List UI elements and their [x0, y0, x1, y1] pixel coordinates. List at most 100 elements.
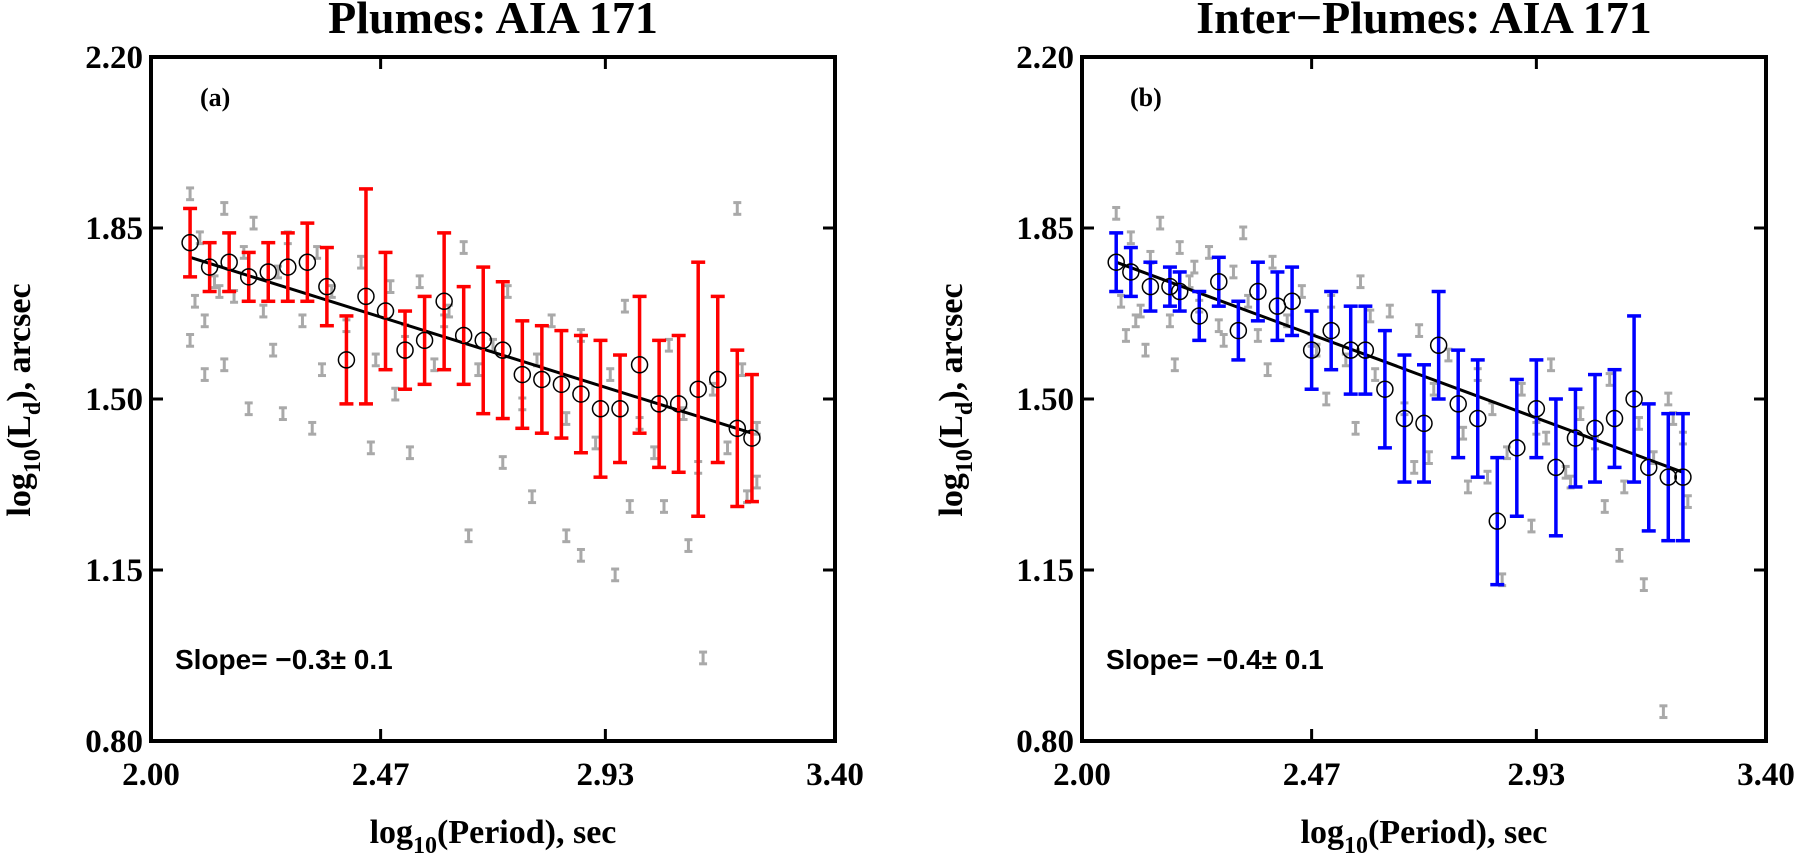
scatter-point: [357, 254, 366, 270]
mean-marker: [552, 375, 571, 394]
mean-marker: [454, 326, 473, 345]
mean-marker: [1527, 400, 1546, 418]
scatter-point: [1141, 342, 1150, 358]
y-tick-label: 1.15: [1016, 553, 1074, 589]
scatter-point: [1488, 401, 1497, 417]
scatter-point: [1503, 445, 1512, 461]
mean-marker: [1429, 336, 1448, 355]
mean-marker: [1659, 468, 1678, 486]
data-point: [396, 309, 414, 391]
data-point: [454, 284, 473, 387]
scatter-point: [195, 230, 204, 246]
mean-marker: [1141, 277, 1160, 296]
y-tick-label: 1.50: [1016, 382, 1074, 418]
scatter-point: [371, 352, 380, 368]
scatter-point: [1615, 547, 1624, 563]
y-tick-label: 2.20: [1016, 40, 1074, 76]
scatter-point: [664, 337, 673, 353]
data-point: [1268, 270, 1287, 343]
scatter-point: [1547, 357, 1556, 373]
mean-marker: [1449, 395, 1467, 413]
scatter-point: [1263, 362, 1272, 378]
data-point: [337, 314, 356, 406]
data-point: [1639, 402, 1658, 533]
series-layer: [181, 187, 761, 519]
scatter-point: [200, 313, 209, 329]
x-axis-label: log10(Period), sec: [1301, 814, 1548, 857]
scatter-point: [503, 284, 512, 299]
x-axis-label: log10(Period), sec: [370, 814, 617, 857]
data-point: [1302, 309, 1321, 391]
scatter-point: [1483, 469, 1492, 485]
scatter-point: [1136, 303, 1145, 319]
mean-marker: [1190, 307, 1209, 325]
mean-marker: [239, 268, 258, 286]
data-point: [220, 231, 238, 294]
data-point: [1341, 304, 1360, 396]
mean-marker: [1395, 409, 1414, 428]
data-point: [435, 231, 453, 372]
data-point: [743, 372, 761, 504]
plot-frame: [149, 55, 837, 743]
data-point: [1141, 260, 1160, 313]
y-tick-label: 1.15: [85, 553, 143, 589]
mean-marker: [572, 385, 590, 403]
mean-marker: [357, 287, 375, 306]
scatter-point: [278, 406, 287, 422]
data-point: [376, 250, 395, 372]
scatter-point: [210, 274, 219, 290]
slope-annotation: Slope= −0.3± 0.1: [175, 644, 393, 675]
mean-marker: [1566, 429, 1585, 447]
mean-marker: [1508, 439, 1526, 457]
data-point: [1122, 245, 1140, 299]
svg-text:log10(Ld), arcsec: log10(Ld), arcsec: [1, 283, 46, 516]
data-point: [1527, 358, 1546, 460]
data-point: [728, 348, 747, 509]
scatter-point: [1459, 425, 1468, 441]
mean-marker: [1107, 253, 1125, 271]
data-point: [1170, 270, 1189, 313]
mean-marker: [743, 429, 761, 447]
mean-marker: [630, 356, 649, 374]
mean-marker: [1210, 272, 1228, 291]
scatter-point: [1371, 367, 1380, 382]
scatter-point: [684, 538, 693, 553]
scatter-point: [1634, 416, 1643, 431]
mean-marker: [1586, 419, 1604, 438]
svg-text:log10(Ld), arcsec: log10(Ld), arcsec: [933, 283, 978, 516]
data-point: [513, 319, 532, 431]
panel-label: (b): [1130, 83, 1162, 112]
scatter-point: [298, 313, 307, 329]
scatter-point: [1170, 357, 1179, 373]
data-point: [572, 333, 590, 455]
data-point: [1249, 260, 1267, 323]
scatter-point: [1214, 318, 1223, 334]
scatter-point: [1239, 225, 1248, 241]
scatter-point: [1165, 313, 1174, 329]
scatter-point: [562, 411, 571, 426]
scatter-point: [611, 567, 620, 583]
scatter-point: [1121, 328, 1130, 343]
mean-marker: [1639, 458, 1658, 477]
scatter-point: [1219, 333, 1228, 348]
data-point: [1107, 231, 1125, 294]
y-tick-label: 2.20: [85, 40, 143, 76]
x-axis: 2.00 2.47 2.93 3.40: [122, 57, 864, 793]
data-point: [239, 250, 258, 304]
mean-marker: [611, 400, 629, 418]
data-point: [669, 333, 688, 475]
x-tick-label: 2.47: [352, 757, 410, 793]
scatter-point: [1322, 391, 1331, 407]
scatter-point: [386, 279, 395, 294]
svg-text:log10(Period), sec: log10(Period), sec: [370, 814, 617, 857]
scatter-point: [723, 440, 732, 456]
scatter-point: [498, 455, 507, 470]
scatter-point: [1190, 259, 1199, 275]
mean-marker: [200, 258, 219, 276]
scatter-point: [1268, 254, 1277, 270]
data-point: [415, 294, 434, 387]
scatter-point: [1664, 391, 1673, 407]
data-point: [650, 338, 668, 470]
data-point: [1547, 397, 1565, 538]
